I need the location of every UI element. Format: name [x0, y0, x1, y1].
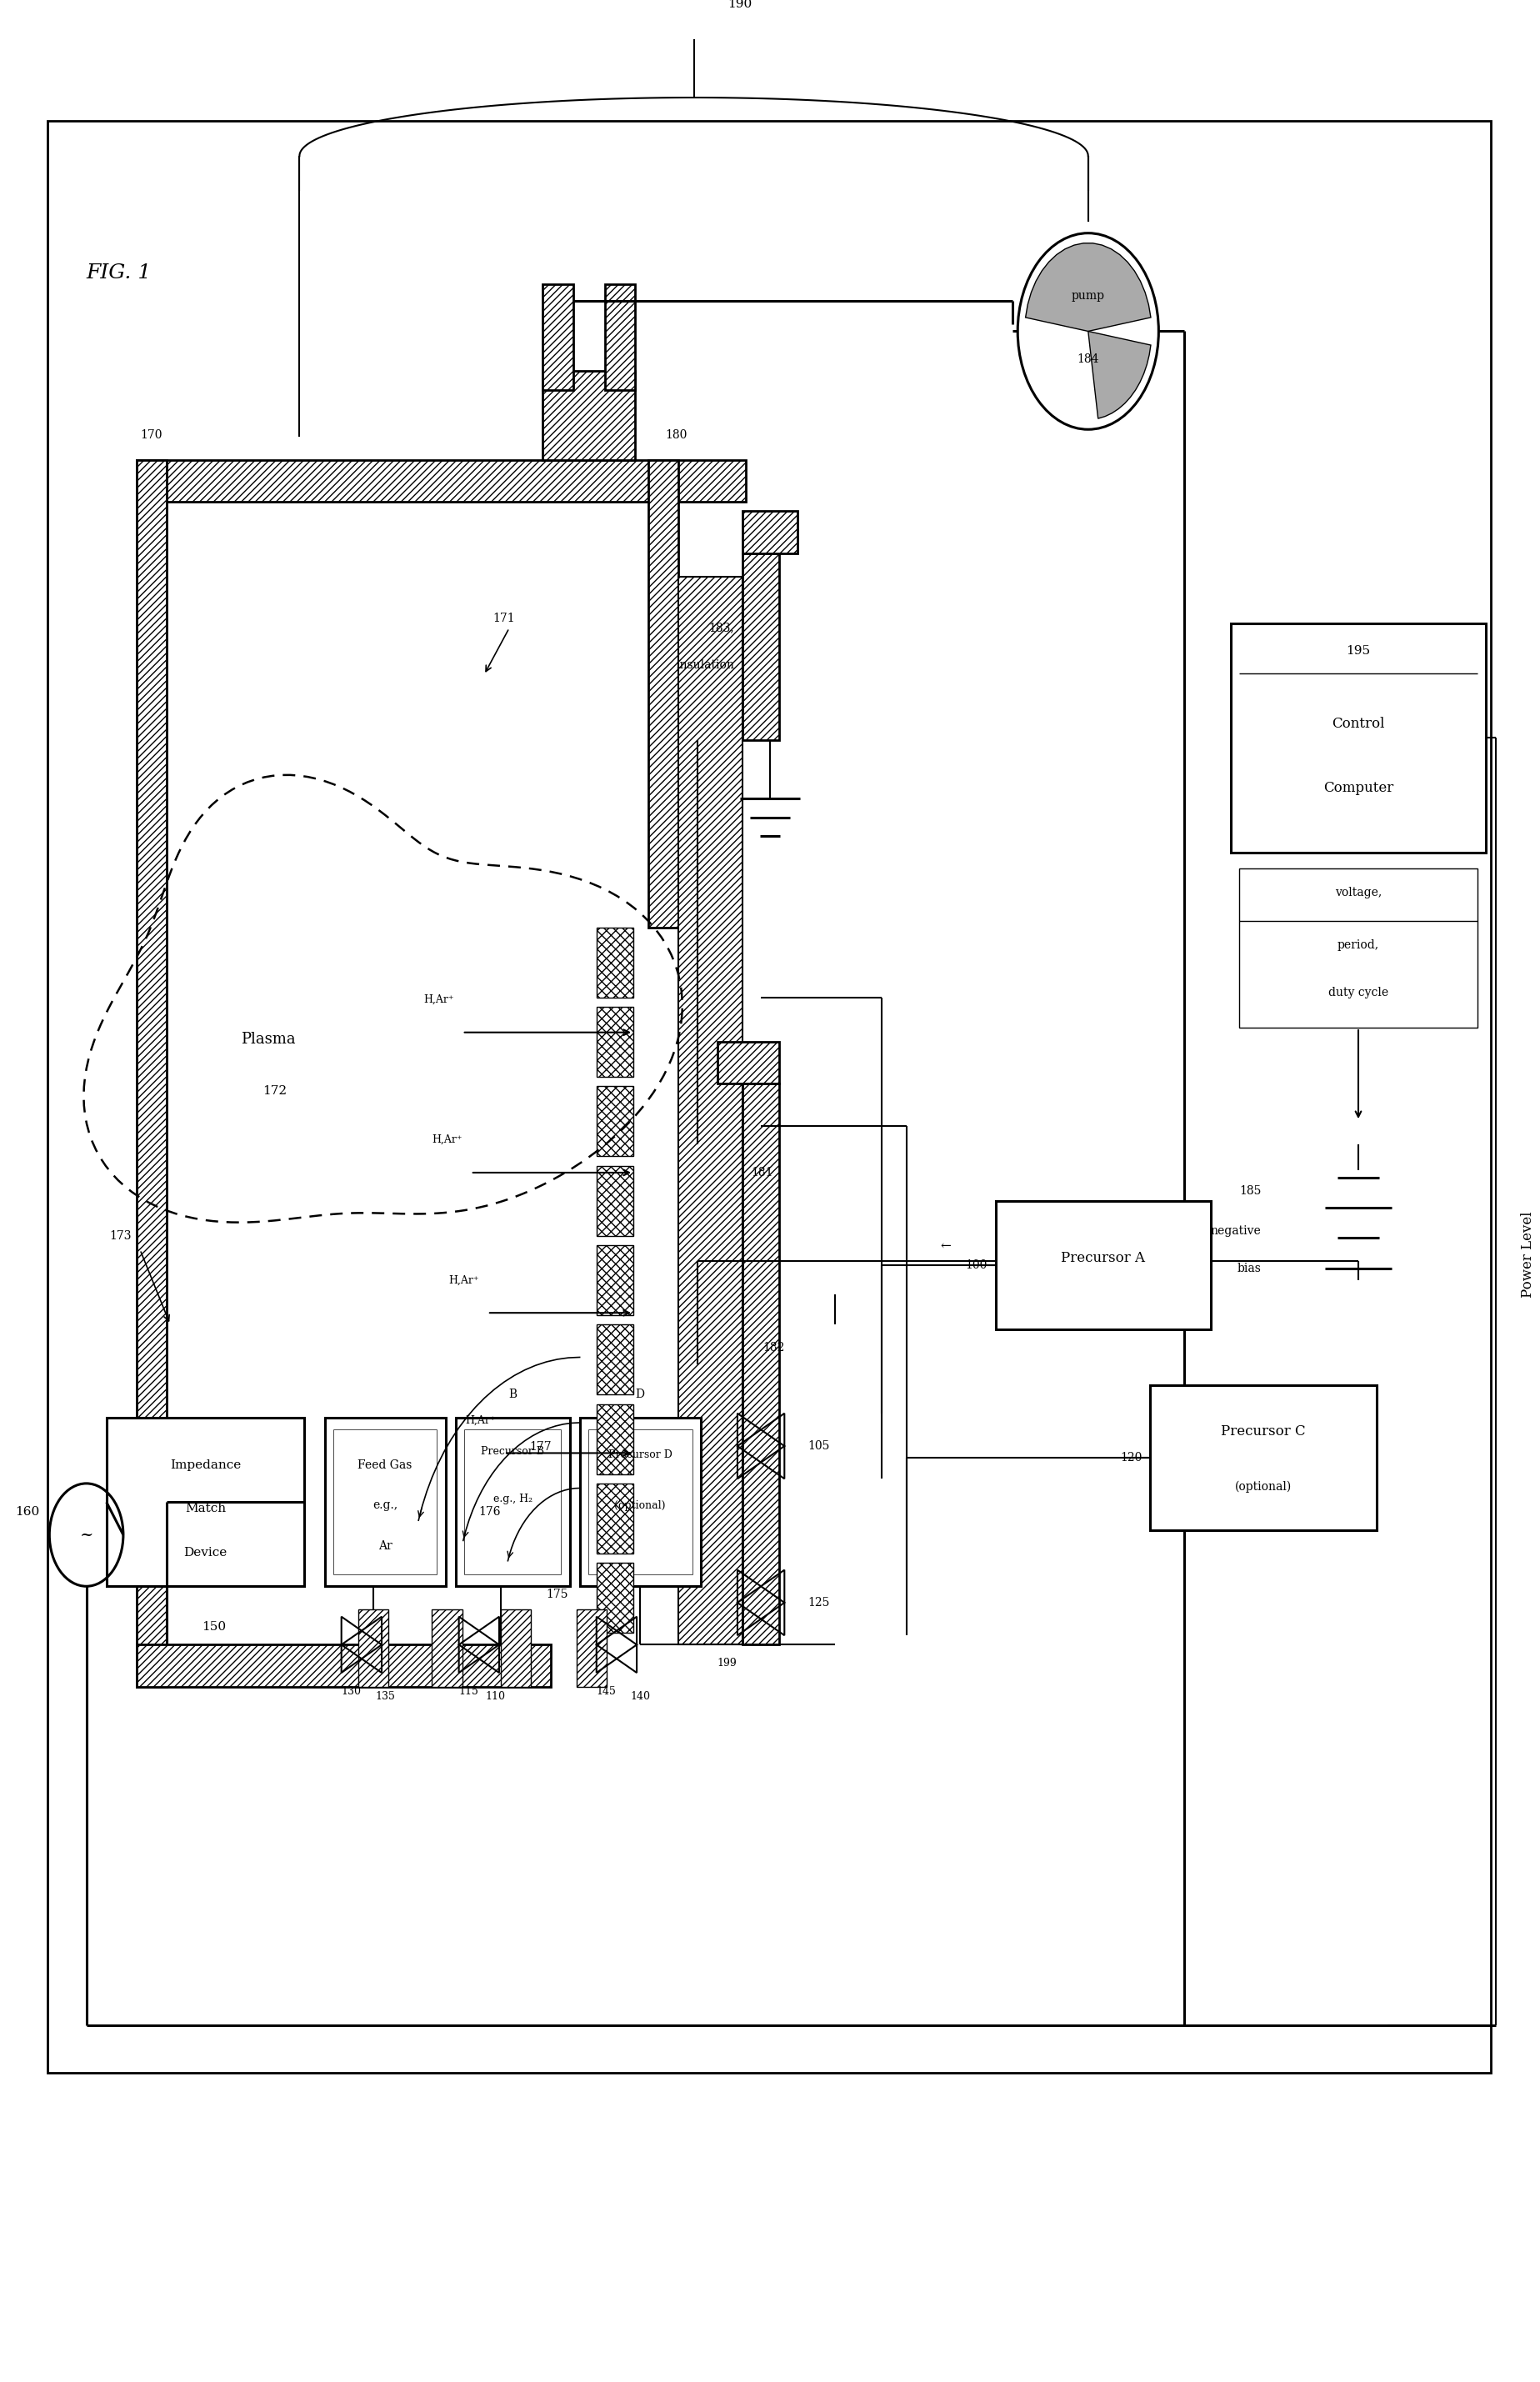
- Bar: [137, 460, 745, 503]
- Text: H,Ar⁺: H,Ar⁺: [465, 1415, 496, 1427]
- Bar: [996, 1201, 1210, 1329]
- Text: e.g., H₂: e.g., H₂: [493, 1494, 533, 1503]
- Bar: [137, 1644, 551, 1686]
- Text: Power Level: Power Level: [1522, 1212, 1535, 1298]
- Text: pump: pump: [1072, 291, 1104, 303]
- Bar: [596, 1484, 633, 1553]
- Text: Precursor B: Precursor B: [480, 1446, 544, 1458]
- Bar: [718, 1041, 779, 1084]
- Text: 171: 171: [493, 612, 514, 624]
- Text: H,Ar⁺: H,Ar⁺: [448, 1274, 479, 1286]
- Bar: [1150, 1386, 1377, 1529]
- Bar: [648, 460, 679, 927]
- Bar: [596, 1008, 633, 1077]
- Text: 110: 110: [485, 1691, 505, 1701]
- Polygon shape: [1089, 331, 1150, 419]
- Text: 140: 140: [630, 1691, 650, 1701]
- Text: 105: 105: [809, 1441, 830, 1453]
- Text: 182: 182: [762, 1341, 784, 1353]
- Text: B: B: [508, 1389, 517, 1401]
- Text: e.g.,: e.g.,: [373, 1501, 397, 1510]
- Text: D: D: [636, 1389, 645, 1401]
- Bar: [596, 927, 633, 998]
- Text: (optional): (optional): [1235, 1482, 1292, 1494]
- Text: 173: 173: [109, 1229, 132, 1241]
- Text: 190: 190: [727, 0, 752, 10]
- Bar: [501, 1610, 531, 1686]
- Text: Computer: Computer: [1323, 781, 1394, 796]
- Bar: [325, 1417, 445, 1586]
- Text: 185: 185: [1240, 1186, 1261, 1198]
- Bar: [742, 1084, 779, 1644]
- Bar: [576, 1610, 607, 1686]
- Text: Feed Gas: Feed Gas: [357, 1460, 413, 1472]
- Bar: [579, 1417, 701, 1586]
- Text: 183,: 183,: [708, 622, 735, 634]
- Bar: [596, 1086, 633, 1155]
- Text: 115: 115: [459, 1686, 479, 1696]
- Text: FIG. 1: FIG. 1: [86, 264, 151, 283]
- Bar: [542, 283, 573, 391]
- Text: H,Ar⁺: H,Ar⁺: [424, 993, 454, 1005]
- Bar: [596, 1246, 633, 1315]
- Text: 130: 130: [342, 1686, 362, 1696]
- Bar: [106, 1417, 305, 1586]
- Bar: [742, 512, 798, 553]
- Text: 176: 176: [479, 1505, 501, 1517]
- Text: 100: 100: [966, 1260, 987, 1270]
- Text: 135: 135: [374, 1691, 394, 1701]
- Text: duty cycle: duty cycle: [1329, 986, 1389, 998]
- Bar: [679, 576, 742, 1644]
- Text: 180: 180: [665, 429, 687, 441]
- Text: voltage,: voltage,: [1335, 886, 1381, 898]
- Text: bias: bias: [1237, 1262, 1261, 1274]
- Text: (optional): (optional): [614, 1501, 665, 1510]
- Text: Ar: Ar: [377, 1541, 393, 1551]
- Text: ←: ←: [941, 1241, 950, 1253]
- Text: Device: Device: [183, 1546, 228, 1558]
- Text: Precursor C: Precursor C: [1221, 1424, 1306, 1439]
- Bar: [137, 460, 166, 1686]
- Polygon shape: [1026, 243, 1150, 331]
- Bar: [605, 283, 634, 391]
- Text: Precursor A: Precursor A: [1061, 1251, 1146, 1265]
- Circle shape: [1018, 233, 1158, 429]
- Bar: [596, 1165, 633, 1236]
- Bar: [1230, 624, 1486, 853]
- Text: 170: 170: [140, 429, 162, 441]
- Text: H,Ar⁺: H,Ar⁺: [431, 1134, 462, 1146]
- Bar: [1240, 869, 1477, 1027]
- Bar: [433, 1610, 462, 1686]
- Text: 125: 125: [809, 1596, 830, 1608]
- Text: 120: 120: [1120, 1453, 1141, 1463]
- Text: 199: 199: [718, 1658, 738, 1670]
- Text: Match: Match: [185, 1503, 226, 1515]
- Text: 195: 195: [1346, 646, 1371, 657]
- Text: 160: 160: [15, 1505, 40, 1517]
- Bar: [596, 1563, 633, 1634]
- Bar: [596, 1403, 633, 1474]
- Text: 181: 181: [752, 1167, 773, 1179]
- Text: 184: 184: [1076, 353, 1100, 364]
- Text: 177: 177: [530, 1441, 551, 1453]
- Bar: [48, 121, 1491, 2072]
- Text: Control: Control: [1332, 717, 1384, 731]
- Text: period,: period,: [1337, 939, 1380, 950]
- Text: Precursor D: Precursor D: [608, 1451, 671, 1460]
- Bar: [359, 1610, 388, 1686]
- Text: 175: 175: [547, 1589, 568, 1601]
- Bar: [456, 1417, 570, 1586]
- Text: Plasma: Plasma: [240, 1031, 296, 1048]
- Text: 172: 172: [262, 1084, 286, 1096]
- Text: insulation: insulation: [676, 660, 735, 672]
- Text: 145: 145: [596, 1686, 616, 1696]
- Text: negative: negative: [1210, 1224, 1261, 1236]
- Text: Impedance: Impedance: [169, 1460, 240, 1472]
- Bar: [742, 553, 779, 741]
- Bar: [542, 372, 634, 460]
- Text: ~: ~: [80, 1527, 92, 1544]
- Bar: [596, 1324, 633, 1393]
- Text: 150: 150: [202, 1622, 226, 1634]
